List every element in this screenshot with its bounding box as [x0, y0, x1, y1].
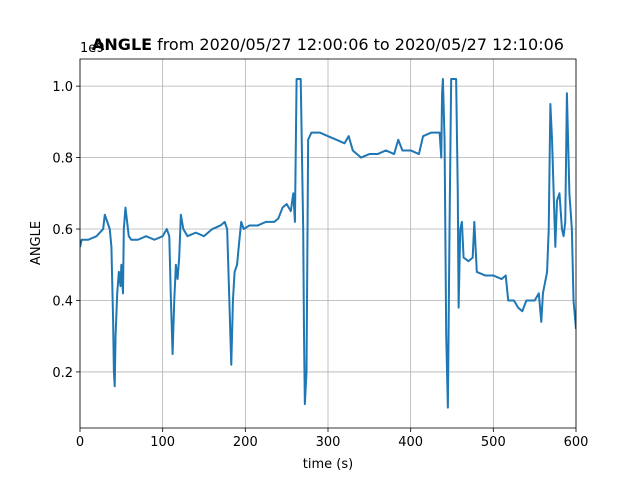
x-tick-label: 500: [481, 435, 506, 450]
plot-frame: [79, 58, 577, 429]
x-tick-label: 300: [316, 435, 341, 450]
x-tick-label: 400: [398, 435, 423, 450]
y-tick-label: 0.2: [52, 366, 73, 381]
y-tick-label: 0.4: [52, 294, 73, 309]
y-tick-label: 0.6: [52, 223, 73, 238]
y-tick-label: 1.0: [52, 80, 73, 95]
x-tick-label: 200: [233, 435, 258, 450]
x-tick-label: 100: [150, 435, 175, 450]
title-rest: from 2020/05/27 12:00:06 to 2020/05/27 1…: [157, 35, 564, 54]
y-axis-label: ANGLE: [29, 221, 44, 265]
x-axis-label: time (s): [303, 457, 353, 472]
offset-text: 1e9: [80, 41, 105, 56]
x-tick-label: 0: [76, 435, 84, 450]
x-tick-label: 600: [564, 435, 589, 450]
title-bold: ANGLE: [92, 35, 152, 54]
y-tick-label: 0.8: [52, 152, 73, 167]
chart-title: ANGLE from 2020/05/27 12:00:06 to 2020/05…: [92, 35, 564, 54]
data-line: [80, 78, 576, 409]
